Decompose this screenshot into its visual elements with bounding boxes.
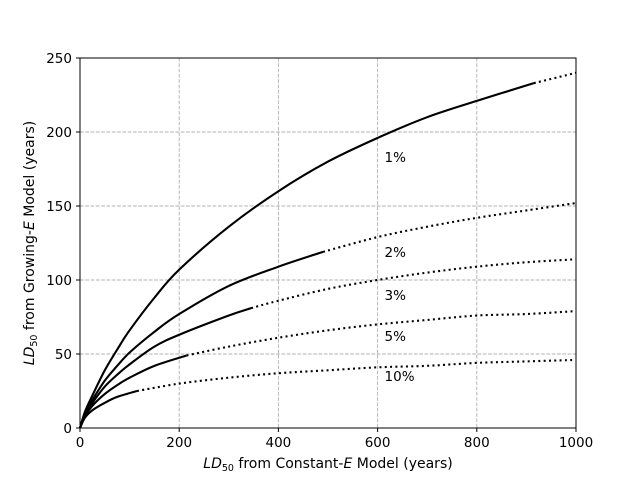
x-tick-label: 800 bbox=[464, 435, 490, 451]
y-tick-label: 150 bbox=[46, 199, 72, 215]
plot-frame bbox=[79, 57, 577, 429]
series-2pct-dotted-line bbox=[322, 202, 577, 253]
grid bbox=[80, 58, 576, 428]
y-tick-label: 0 bbox=[63, 421, 72, 437]
series-labels: 1% 2% 3% 5% 10% bbox=[385, 150, 415, 385]
x-tick-label: 200 bbox=[166, 435, 192, 451]
x-tick-label: 400 bbox=[266, 435, 292, 451]
y-tick-label: 50 bbox=[55, 347, 72, 363]
series-3pct-dotted-line bbox=[250, 258, 577, 310]
series-3pct-label: 3% bbox=[385, 288, 407, 304]
series-5pct-label: 5% bbox=[385, 329, 407, 345]
series-2pct-solid-line bbox=[79, 250, 324, 429]
x-axis-label: LD50 from Constant-E Model (years) bbox=[203, 456, 452, 474]
series-1pct-label: 1% bbox=[385, 150, 407, 166]
x-tick-label: 1000 bbox=[559, 435, 593, 451]
y-tick-label: 250 bbox=[46, 51, 72, 67]
x-tick-label: 0 bbox=[76, 435, 85, 451]
y-tick-label: 200 bbox=[46, 125, 72, 141]
series-1pct-dotted-line bbox=[533, 71, 577, 85]
series-10pct-label: 10% bbox=[385, 369, 415, 385]
series-1pct-solid-line bbox=[78, 82, 535, 429]
series-3pct-solid-line bbox=[79, 307, 252, 429]
curves bbox=[78, 71, 577, 429]
x-tick-label: 600 bbox=[365, 435, 391, 451]
y-axis-label: LD50 from Growing-E Model (years) bbox=[22, 121, 40, 365]
series-5pct-dotted-line bbox=[186, 310, 577, 357]
series-10pct-solid-line bbox=[79, 389, 138, 429]
y-tick-label: 100 bbox=[46, 273, 72, 289]
series-10pct-dotted-line bbox=[136, 358, 577, 393]
series-2pct-label: 2% bbox=[385, 245, 407, 261]
ticks: 0 200 400 600 800 1000 0 50 100 150 200 250 bbox=[46, 51, 593, 451]
